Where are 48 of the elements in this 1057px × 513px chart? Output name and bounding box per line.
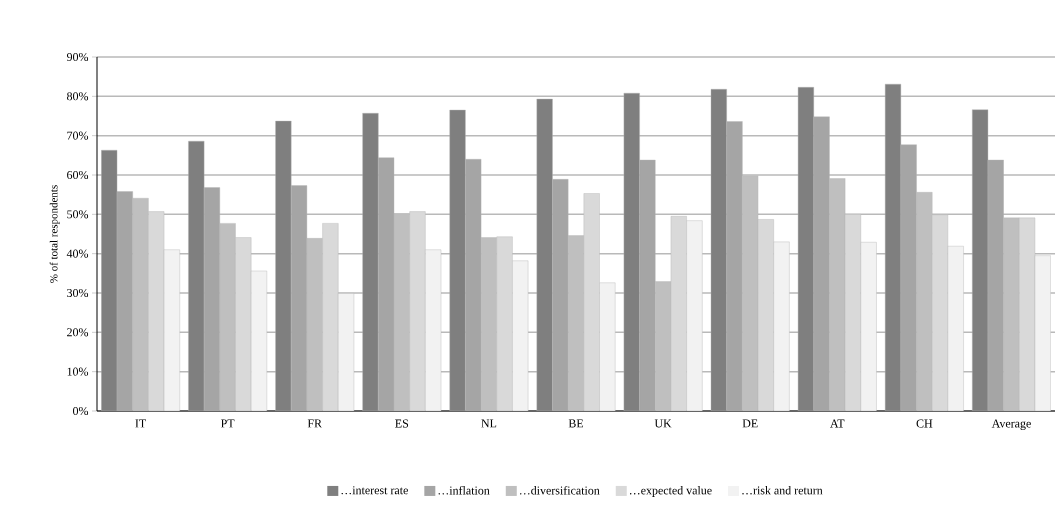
bar [639,159,656,411]
legend-label: …inflation [438,485,490,495]
bar [275,120,292,411]
y-tick-label: 60% [67,170,89,180]
y-tick-label: 30% [67,288,89,298]
bar [726,121,743,411]
bar [322,223,339,411]
bar [132,198,149,411]
bar [449,109,466,411]
y-tick-label: 50% [67,210,89,219]
bar [860,242,877,411]
legend-label: …interest rate [341,486,408,495]
bar [773,241,790,411]
y-tick-label: 0% [73,406,89,416]
bar [219,223,236,411]
bar [686,220,703,411]
bar [552,179,569,411]
x-tick-label: UK [654,419,672,428]
y-tick-label: 40% [66,249,89,258]
bar [599,282,616,411]
legend-label: …diversification [520,485,600,495]
x-tick-label: CH [916,419,933,428]
bar [583,193,600,411]
x-tick-label: ES [395,419,409,428]
bar [1003,217,1020,411]
x-tick-label: PT [221,419,235,428]
bar [536,98,553,411]
bar [813,116,830,411]
x-tick-label: AT [830,419,845,428]
x-tick-label: NL [481,419,497,428]
bar [916,192,933,411]
y-tick-label: 70% [67,131,89,140]
y-tick-label: 80% [67,92,89,101]
y-tick-label: 90% [66,52,89,62]
bar [409,211,426,411]
x-tick-label: BE [568,419,584,428]
bar [362,113,379,411]
x-tick-label: IT [135,419,146,428]
bar [496,236,513,411]
bar [235,237,252,411]
x-tick-label: FR [307,419,323,428]
y-tick-label: 20% [67,328,89,337]
x-tick-label: DE [742,419,758,428]
y-axis-title: % of total respondents [49,185,60,283]
legend-label: …risk and return [742,486,823,495]
legend-label: …expected value [630,486,712,497]
y-tick-label: 10% [67,367,89,376]
x-tick-label: Average [991,419,1031,430]
